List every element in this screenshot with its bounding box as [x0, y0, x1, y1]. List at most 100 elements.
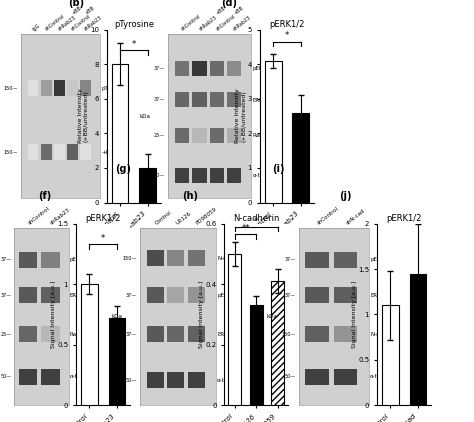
- Bar: [19, 287, 37, 303]
- Text: α-tubulin: α-tubulin: [253, 173, 278, 178]
- Bar: [305, 369, 328, 385]
- Text: 150—: 150—: [4, 86, 18, 91]
- Bar: [250, 306, 263, 405]
- Text: 50—: 50—: [1, 374, 12, 379]
- Bar: [109, 318, 125, 405]
- Text: α-tubulin: α-tubulin: [370, 374, 395, 379]
- Text: (h): (h): [182, 191, 199, 201]
- Text: shRab23: shRab23: [83, 15, 103, 32]
- Bar: [334, 287, 357, 303]
- Text: 37—: 37—: [126, 293, 137, 298]
- Bar: [19, 326, 37, 342]
- Text: ERK1/2: ERK1/2: [253, 97, 273, 102]
- Text: *: *: [132, 40, 136, 49]
- Text: shControl: shControl: [215, 14, 237, 32]
- Text: (f): (f): [37, 191, 51, 201]
- Bar: [228, 254, 241, 405]
- Bar: [19, 369, 37, 385]
- Y-axis label: Relative Intensity
(+BB/untreated): Relative Intensity (+BB/untreated): [78, 89, 89, 143]
- Bar: [19, 252, 37, 268]
- Text: 37—: 37—: [154, 66, 165, 71]
- Text: +BB: +BB: [83, 5, 95, 16]
- Text: 37—: 37—: [285, 257, 296, 262]
- Bar: [54, 80, 64, 96]
- Text: ERK1/2: ERK1/2: [217, 332, 237, 337]
- Bar: [305, 326, 328, 342]
- Bar: [210, 61, 224, 76]
- Text: N-cad: N-cad: [370, 332, 386, 337]
- Text: 50—: 50—: [154, 173, 165, 178]
- Bar: [167, 250, 184, 266]
- Text: +BB: +BB: [71, 5, 82, 16]
- Bar: [188, 326, 205, 342]
- Bar: [227, 168, 241, 183]
- Text: 25—: 25—: [1, 332, 12, 337]
- Bar: [227, 61, 241, 76]
- Text: 37—: 37—: [154, 97, 165, 102]
- Bar: [265, 61, 282, 203]
- Bar: [271, 281, 284, 405]
- Y-axis label: Signal Intensity [a.u.]: Signal Intensity [a.u.]: [199, 281, 204, 348]
- Text: *: *: [101, 234, 105, 243]
- Bar: [67, 144, 78, 160]
- Text: *: *: [285, 31, 289, 41]
- Bar: [167, 326, 184, 342]
- Bar: [227, 92, 241, 107]
- Text: (j): (j): [338, 191, 351, 201]
- Bar: [175, 61, 189, 76]
- Bar: [42, 252, 60, 268]
- Text: shControl: shControl: [27, 206, 51, 226]
- Bar: [146, 326, 164, 342]
- Bar: [139, 168, 155, 203]
- Bar: [210, 168, 224, 183]
- Title: pERK1/2: pERK1/2: [269, 20, 305, 29]
- Text: shRab23: shRab23: [198, 15, 218, 32]
- Bar: [192, 168, 207, 183]
- Text: 150—: 150—: [4, 150, 18, 155]
- Title: pERK1/2: pERK1/2: [386, 214, 422, 223]
- Bar: [210, 92, 224, 107]
- Bar: [112, 64, 128, 203]
- Bar: [42, 287, 60, 303]
- Bar: [292, 113, 309, 203]
- Text: Rab23: Rab23: [253, 133, 271, 138]
- Bar: [305, 287, 328, 303]
- Bar: [80, 80, 91, 96]
- Y-axis label: Signal Intensity [a.u.]: Signal Intensity [a.u.]: [352, 281, 356, 348]
- Text: Rab23: Rab23: [70, 332, 87, 337]
- Bar: [27, 144, 38, 160]
- Text: pTyr: pTyr: [101, 86, 112, 91]
- Text: pERK1/2: pERK1/2: [253, 66, 276, 71]
- Bar: [305, 252, 328, 268]
- Text: PD98059: PD98059: [195, 207, 218, 226]
- Y-axis label: Relative Intensity
(+BB/untreated): Relative Intensity (+BB/untreated): [236, 89, 246, 143]
- Text: 50—: 50—: [285, 374, 296, 379]
- Text: Control: Control: [154, 210, 173, 226]
- Text: shControl: shControl: [71, 14, 92, 32]
- Text: shControl: shControl: [316, 206, 340, 226]
- Bar: [410, 273, 426, 405]
- Text: (i): (i): [272, 164, 284, 174]
- Text: shN-cad: shN-cad: [345, 208, 366, 226]
- Bar: [82, 284, 98, 405]
- Text: 150—: 150—: [282, 332, 296, 337]
- Bar: [210, 128, 224, 143]
- Bar: [80, 144, 91, 160]
- Text: α-tubulin: α-tubulin: [217, 378, 242, 383]
- Text: 25—: 25—: [154, 133, 165, 138]
- Text: shRab23: shRab23: [57, 15, 77, 32]
- Bar: [334, 326, 357, 342]
- Text: pERK1/2: pERK1/2: [70, 257, 93, 262]
- Bar: [42, 369, 60, 385]
- Bar: [146, 250, 164, 266]
- Text: kDa: kDa: [266, 314, 277, 319]
- Text: 150—: 150—: [123, 255, 137, 260]
- Text: ERK1/2: ERK1/2: [70, 293, 89, 298]
- Text: (g): (g): [116, 164, 132, 174]
- Bar: [192, 92, 207, 107]
- Text: ERK1/2: ERK1/2: [370, 293, 390, 298]
- Text: pERK1/2: pERK1/2: [217, 293, 240, 298]
- Text: 37—: 37—: [126, 332, 137, 337]
- Bar: [167, 372, 184, 388]
- Bar: [67, 80, 78, 96]
